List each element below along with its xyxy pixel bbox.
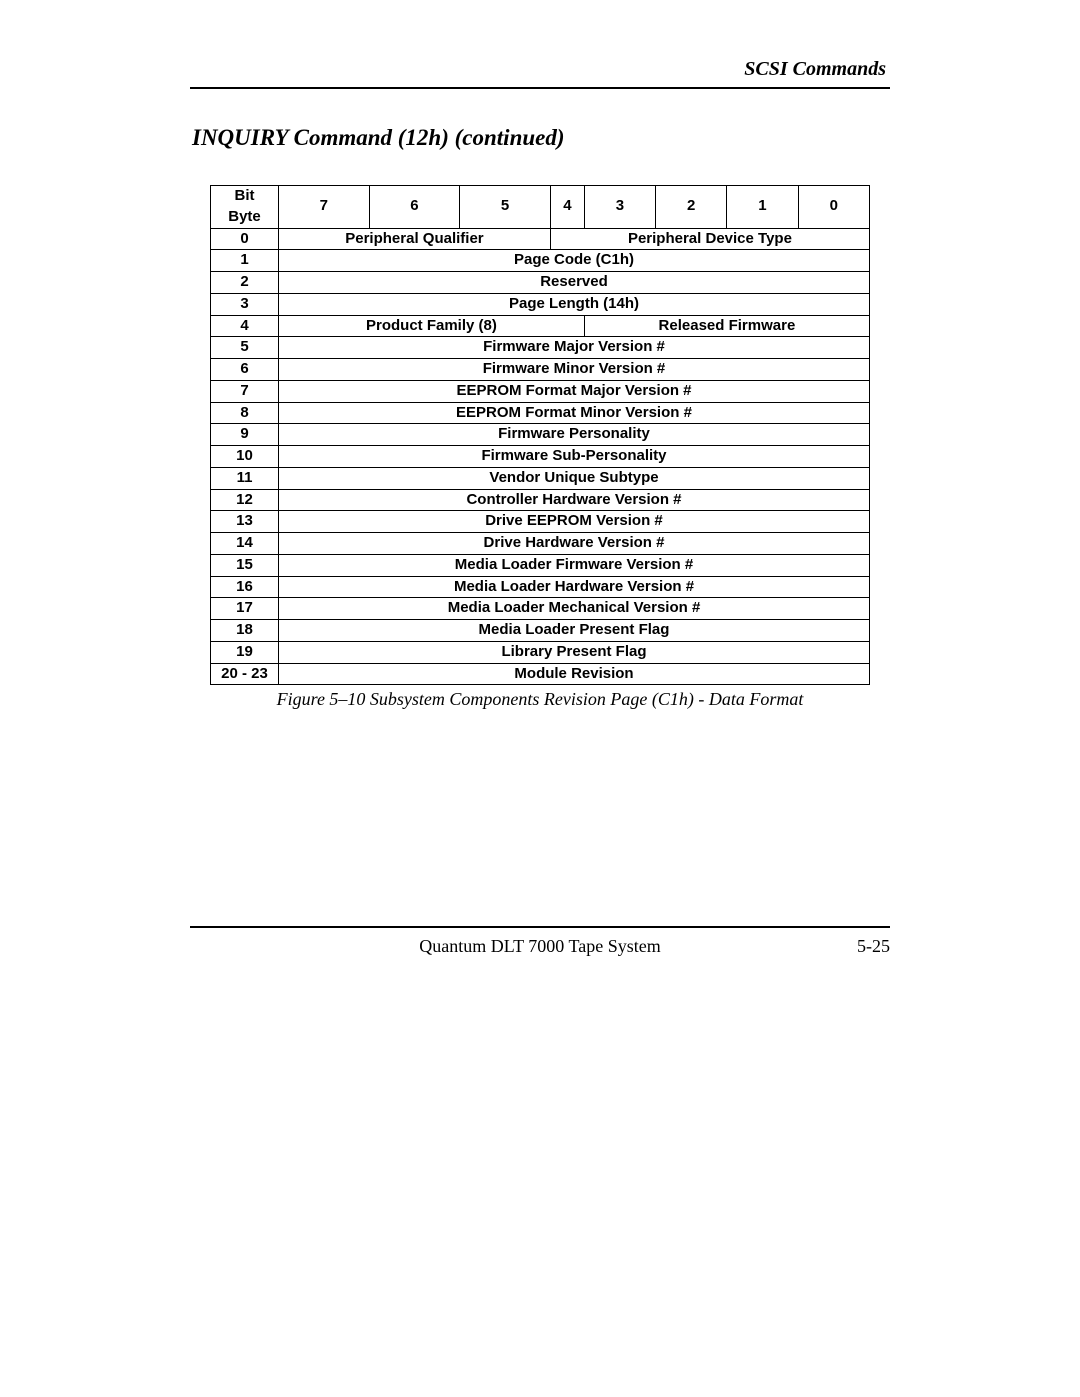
field-cell: Page Length (14h) [279,293,870,315]
byte-header-label: Byte [211,207,279,228]
data-format-table: Bit76543210Byte0Peripheral QualifierPeri… [210,185,870,685]
table-row: 13Drive EEPROM Version # [211,511,870,533]
field-cell: Firmware Personality [279,424,870,446]
byte-index: 11 [211,467,279,489]
bit-column-6: 6 [369,186,460,229]
byte-index: 19 [211,641,279,663]
footer-center-text: Quantum DLT 7000 Tape System [250,936,830,957]
field-cell: Firmware Sub-Personality [279,446,870,468]
byte-index: 20 - 23 [211,663,279,685]
field-cell: Firmware Major Version # [279,337,870,359]
field-cell: Firmware Minor Version # [279,359,870,381]
bit-column-2: 2 [656,186,727,229]
header-rule [190,87,890,89]
field-cell: EEPROM Format Minor Version # [279,402,870,424]
field-cell: Reserved [279,272,870,294]
table-row: 16Media Loader Hardware Version # [211,576,870,598]
table-row: 4Product Family (8)Released Firmware [211,315,870,337]
field-cell: EEPROM Format Major Version # [279,380,870,402]
field-cell: Page Code (C1h) [279,250,870,272]
table-row: 15Media Loader Firmware Version # [211,554,870,576]
table-row: 6Firmware Minor Version # [211,359,870,381]
table-row: 20 - 23Module Revision [211,663,870,685]
bit-column-3: 3 [584,186,655,229]
bit-column-5: 5 [460,186,551,229]
field-cell: Media Loader Firmware Version # [279,554,870,576]
header-section: SCSI Commands [190,58,890,87]
figure-caption: Figure 5–10 Subsystem Components Revisio… [190,689,890,710]
table-row: 8EEPROM Format Minor Version # [211,402,870,424]
byte-index: 9 [211,424,279,446]
table-row: 18Media Loader Present Flag [211,620,870,642]
byte-index: 16 [211,576,279,598]
table-row: 0Peripheral QualifierPeripheral Device T… [211,228,870,250]
footer-rule [190,926,890,928]
table-row: 7EEPROM Format Major Version # [211,380,870,402]
byte-index: 3 [211,293,279,315]
table-row: 5Firmware Major Version # [211,337,870,359]
byte-index: 18 [211,620,279,642]
field-cell: Media Loader Hardware Version # [279,576,870,598]
field-cell: Controller Hardware Version # [279,489,870,511]
bit-column-0: 0 [798,186,869,229]
byte-index: 8 [211,402,279,424]
table-row: 14Drive Hardware Version # [211,533,870,555]
field-cell: Library Present Flag [279,641,870,663]
byte-index: 4 [211,315,279,337]
field-cell: Drive Hardware Version # [279,533,870,555]
table-row: 11Vendor Unique Subtype [211,467,870,489]
byte-index: 0 [211,228,279,250]
byte-index: 14 [211,533,279,555]
byte-index: 10 [211,446,279,468]
bit-column-4: 4 [550,186,584,229]
byte-index: 17 [211,598,279,620]
byte-index: 6 [211,359,279,381]
field-cell: Product Family (8) [279,315,585,337]
footer-spacer [190,936,250,957]
field-cell: Module Revision [279,663,870,685]
byte-index: 5 [211,337,279,359]
field-cell: Peripheral Device Type [550,228,869,250]
bit-column-1: 1 [727,186,798,229]
footer: Quantum DLT 7000 Tape System 5-25 [190,926,890,957]
footer-page-number: 5-25 [830,936,890,957]
table-row: 1Page Code (C1h) [211,250,870,272]
page-title: INQUIRY Command (12h) (continued) [192,125,890,151]
page: SCSI Commands INQUIRY Command (12h) (con… [0,0,1080,1397]
table-row: 3Page Length (14h) [211,293,870,315]
bit-header-label: Bit [211,186,279,207]
table-body: Bit76543210Byte0Peripheral QualifierPeri… [211,186,870,685]
byte-index: 15 [211,554,279,576]
byte-index: 2 [211,272,279,294]
field-cell: Released Firmware [584,315,869,337]
table-row: 17Media Loader Mechanical Version # [211,598,870,620]
table-row: 19Library Present Flag [211,641,870,663]
field-cell: Drive EEPROM Version # [279,511,870,533]
byte-index: 12 [211,489,279,511]
footer-row: Quantum DLT 7000 Tape System 5-25 [190,936,890,957]
field-cell: Peripheral Qualifier [279,228,551,250]
byte-index: 7 [211,380,279,402]
table-row: 12Controller Hardware Version # [211,489,870,511]
table-row: 9Firmware Personality [211,424,870,446]
bit-column-7: 7 [279,186,370,229]
table-row: 10Firmware Sub-Personality [211,446,870,468]
field-cell: Media Loader Present Flag [279,620,870,642]
table-row: 2Reserved [211,272,870,294]
field-cell: Vendor Unique Subtype [279,467,870,489]
field-cell: Media Loader Mechanical Version # [279,598,870,620]
byte-index: 13 [211,511,279,533]
byte-index: 1 [211,250,279,272]
